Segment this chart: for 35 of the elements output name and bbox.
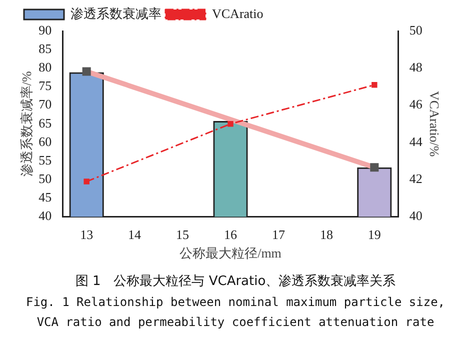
y-tick-label: 60 bbox=[38, 134, 52, 149]
x-tick-label: 15 bbox=[176, 227, 190, 242]
x-tick-label: 17 bbox=[272, 227, 286, 242]
y-axis-title: 渗透系数衰减率/% bbox=[19, 71, 34, 177]
y2-tick-label: 44 bbox=[409, 134, 423, 149]
x-tick-label: 18 bbox=[320, 227, 333, 242]
x-tick-label: 13 bbox=[80, 227, 94, 242]
point bbox=[228, 121, 234, 127]
y-tick-label: 90 bbox=[38, 22, 52, 38]
x-tick-label: 14 bbox=[128, 227, 142, 242]
y-tick-label: 55 bbox=[38, 152, 52, 168]
y2-tick-label: 48 bbox=[409, 60, 422, 75]
y-tick-label: 80 bbox=[38, 60, 52, 75]
y-tick-label: 45 bbox=[38, 190, 52, 205]
y2-axis-title: VCAratio/% bbox=[426, 91, 442, 157]
y-tick-label: 50 bbox=[38, 171, 52, 186]
point bbox=[372, 82, 378, 88]
y2-tick-label: 42 bbox=[409, 171, 422, 186]
y-tick-label: 75 bbox=[38, 78, 52, 94]
y-tick-label: 70 bbox=[38, 96, 52, 112]
caption: Fig. 1 Relationship between nominal maximum particle size, bbox=[24, 294, 446, 311]
legend-label: VCAratio bbox=[212, 6, 264, 21]
y2-tick-label: 40 bbox=[409, 208, 422, 224]
y-tick-label: 40 bbox=[38, 208, 52, 224]
caption: 图 1 公称最大粒径与 VCAratio、渗透系数衰减率关系 bbox=[74, 273, 397, 291]
y-tick-label: 85 bbox=[38, 41, 52, 56]
text: VCA ratio and permeability coefficient attenuation rate bbox=[36, 314, 436, 331]
y-tick-label: 65 bbox=[38, 115, 52, 130]
x-tick-label: 19 bbox=[368, 227, 381, 242]
y2-tick-label: 50 bbox=[409, 22, 422, 38]
legend-label: 渗透系数衰减率 bbox=[70, 6, 162, 21]
x-tick-label: 16 bbox=[224, 227, 238, 242]
point bbox=[84, 178, 90, 184]
x-axis-title: 公称最大粒径/mm bbox=[180, 246, 282, 261]
y2-tick-label: 46 bbox=[409, 96, 423, 112]
